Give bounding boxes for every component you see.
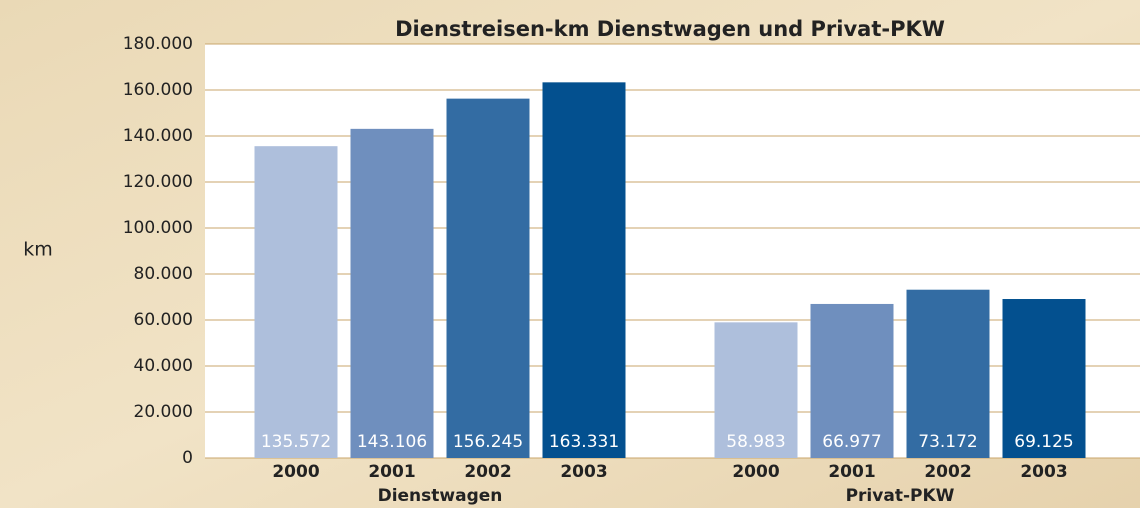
value-label: 156.245 [453,432,523,452]
x-tick-label: 2002 [924,462,971,482]
value-label: 69.125 [1014,432,1073,452]
value-label: 163.331 [549,432,619,452]
bar [350,128,434,458]
chart-title: Dienstreisen-km Dienstwagen und Privat-P… [395,17,945,41]
bar [1002,299,1086,458]
y-tick-label: 180.000 [123,34,193,54]
bar [714,322,798,458]
bar [446,98,530,458]
y-axis-label: km [23,239,53,261]
x-tick-label: 2002 [464,462,511,482]
x-tick-label: 2001 [368,462,415,482]
bar [254,146,338,459]
y-tick-label: 40.000 [134,356,193,376]
x-tick-label: 2000 [732,462,779,482]
x-tick-label: 2003 [1020,462,1067,482]
y-tick-label: 140.000 [123,126,193,146]
bar [542,82,626,459]
value-label: 143.106 [357,432,427,452]
plot-area [205,44,1140,458]
x-tick-label: 2003 [560,462,607,482]
x-tick-label: 2001 [828,462,875,482]
value-label: 73.172 [918,432,977,452]
y-tick-label: 20.000 [134,402,193,422]
value-label: 135.572 [261,432,331,452]
y-tick-label: 120.000 [123,172,193,192]
value-label: 58.983 [726,432,785,452]
bar [810,303,894,458]
x-tick-label: 2000 [272,462,319,482]
y-tick-label: 60.000 [134,310,193,330]
y-tick-label: 160.000 [123,80,193,100]
y-tick-label: 0 [182,448,193,468]
category-label: Dienstwagen [378,486,503,506]
category-label: Privat-PKW [846,486,955,506]
value-label: 66.977 [822,432,881,452]
y-tick-label: 100.000 [123,218,193,238]
y-tick-label: 80.000 [134,264,193,284]
bar [906,289,990,458]
